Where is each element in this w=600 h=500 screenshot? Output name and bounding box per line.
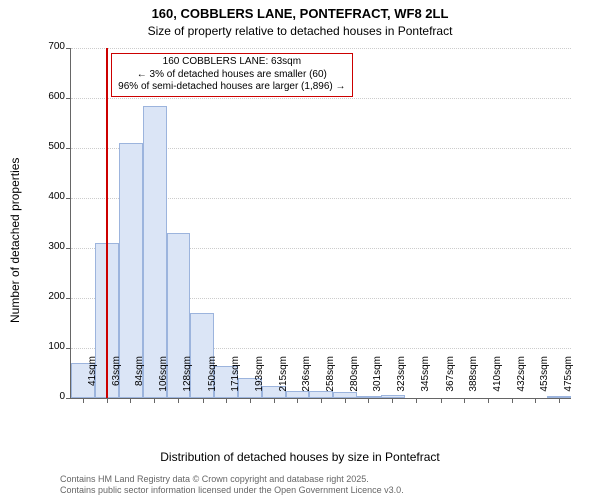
attribution-line2: Contains public sector information licen…	[60, 485, 404, 496]
x-tick-mark	[274, 398, 275, 403]
x-tick-label: 106sqm	[158, 356, 169, 406]
x-tick-label: 215sqm	[278, 356, 289, 406]
x-tick-mark	[130, 398, 131, 403]
x-tick-label: 432sqm	[516, 356, 527, 406]
y-tick-label: 300	[29, 241, 65, 252]
x-tick-label: 128sqm	[182, 356, 193, 406]
y-tick-mark	[66, 148, 71, 149]
y-tick-mark	[66, 98, 71, 99]
reference-line	[106, 48, 108, 398]
attribution-line1: Contains HM Land Registry data © Crown c…	[60, 474, 404, 485]
x-tick-label: 301sqm	[372, 356, 383, 406]
x-tick-label: 84sqm	[134, 356, 145, 406]
y-tick-mark	[66, 248, 71, 249]
y-tick-mark	[66, 198, 71, 199]
y-tick-label: 500	[29, 141, 65, 152]
x-tick-mark	[83, 398, 84, 403]
y-tick-label: 100	[29, 341, 65, 352]
x-tick-mark	[392, 398, 393, 403]
x-tick-label: 63sqm	[111, 356, 122, 406]
x-tick-mark	[203, 398, 204, 403]
x-tick-mark	[368, 398, 369, 403]
y-tick-mark	[66, 48, 71, 49]
y-tick-label: 700	[29, 41, 65, 52]
chart-title: 160, COBBLERS LANE, PONTEFRACT, WF8 2LL	[0, 6, 600, 21]
x-tick-label: 453sqm	[539, 356, 550, 406]
plot-area: 0100200300400500600700160 COBBLERS LANE:…	[70, 48, 571, 399]
histogram-bar	[143, 106, 167, 399]
y-tick-mark	[66, 348, 71, 349]
x-tick-mark	[559, 398, 560, 403]
x-tick-mark	[297, 398, 298, 403]
histogram-chart: 160, COBBLERS LANE, PONTEFRACT, WF8 2LL …	[0, 0, 600, 500]
x-tick-label: 410sqm	[492, 356, 503, 406]
x-tick-label: 41sqm	[87, 356, 98, 406]
y-tick-label: 400	[29, 191, 65, 202]
x-tick-mark	[250, 398, 251, 403]
y-tick-label: 0	[29, 391, 65, 402]
x-tick-mark	[535, 398, 536, 403]
annotation-line: 160 COBBLERS LANE: 63sqm	[118, 56, 345, 69]
x-tick-label: 193sqm	[254, 356, 265, 406]
x-tick-mark	[416, 398, 417, 403]
y-axis-label: Number of detached properties	[8, 158, 22, 323]
x-tick-label: 171sqm	[230, 356, 241, 406]
x-tick-mark	[464, 398, 465, 403]
x-tick-mark	[488, 398, 489, 403]
x-tick-label: 367sqm	[445, 356, 456, 406]
x-tick-label: 280sqm	[349, 356, 360, 406]
x-axis-label: Distribution of detached houses by size …	[0, 450, 600, 464]
attribution-text: Contains HM Land Registry data © Crown c…	[60, 474, 404, 496]
x-tick-label: 388sqm	[468, 356, 479, 406]
x-tick-label: 323sqm	[396, 356, 407, 406]
y-tick-label: 200	[29, 291, 65, 302]
annotation-line: 96% of semi-detached houses are larger (…	[118, 81, 345, 94]
y-tick-mark	[66, 398, 71, 399]
x-tick-label: 258sqm	[325, 356, 336, 406]
x-tick-mark	[345, 398, 346, 403]
x-tick-mark	[441, 398, 442, 403]
y-gridline	[71, 98, 571, 100]
chart-subtitle: Size of property relative to detached ho…	[0, 24, 600, 38]
x-tick-mark	[226, 398, 227, 403]
x-tick-mark	[321, 398, 322, 403]
x-tick-mark	[107, 398, 108, 403]
y-gridline	[71, 48, 571, 50]
x-tick-label: 345sqm	[420, 356, 431, 406]
x-tick-label: 475sqm	[563, 356, 574, 406]
y-tick-label: 600	[29, 91, 65, 102]
x-tick-label: 150sqm	[207, 356, 218, 406]
x-tick-mark	[512, 398, 513, 403]
y-tick-mark	[66, 298, 71, 299]
x-tick-mark	[154, 398, 155, 403]
x-tick-mark	[178, 398, 179, 403]
annotation-line: ← 3% of detached houses are smaller (60)	[118, 69, 345, 82]
annotation-box: 160 COBBLERS LANE: 63sqm← 3% of detached…	[111, 53, 352, 97]
x-tick-label: 236sqm	[301, 356, 312, 406]
